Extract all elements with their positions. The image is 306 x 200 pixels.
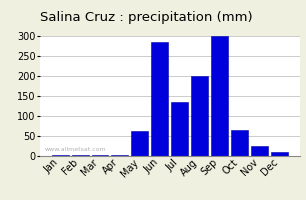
Bar xyxy=(91,155,108,156)
Text: www.allmetsat.com: www.allmetsat.com xyxy=(45,147,107,152)
Text: Salina Cruz : precipitation (mm): Salina Cruz : precipitation (mm) xyxy=(40,11,252,24)
Bar xyxy=(251,146,268,156)
Bar xyxy=(231,130,248,156)
Bar xyxy=(111,155,129,156)
Bar xyxy=(191,76,208,156)
Bar xyxy=(151,42,168,156)
Bar xyxy=(271,152,288,156)
Bar xyxy=(52,155,69,156)
Bar xyxy=(171,102,188,156)
Bar xyxy=(131,131,148,156)
Bar xyxy=(211,36,228,156)
Bar xyxy=(72,155,88,156)
